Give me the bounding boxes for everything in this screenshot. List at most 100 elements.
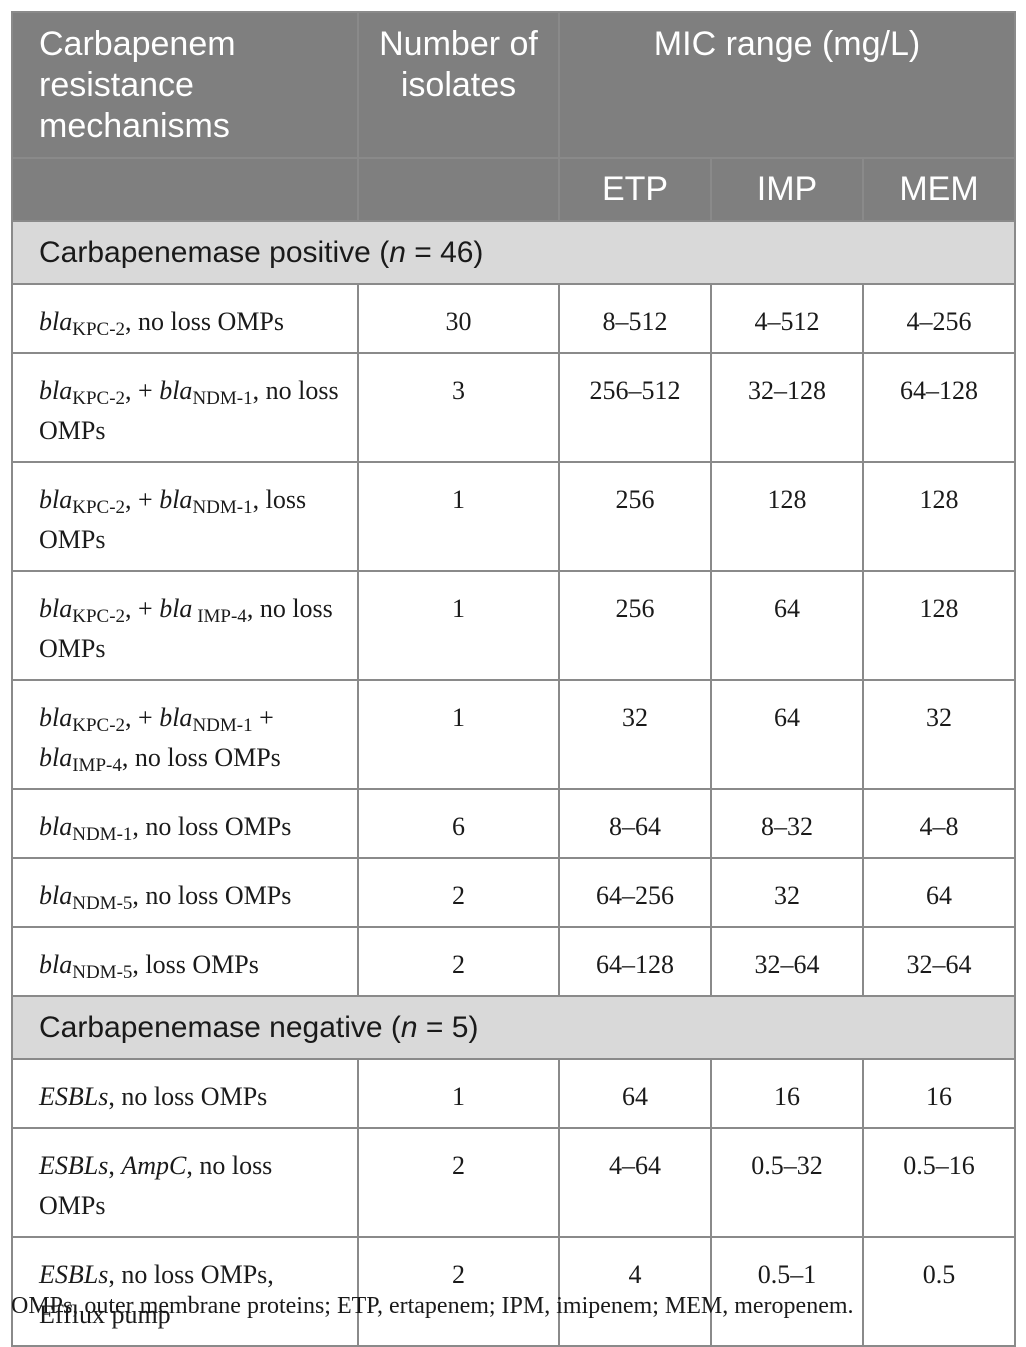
etp-value-cell: 4 — [558, 1236, 712, 1347]
gene-subscript: IMP-4 — [192, 606, 247, 627]
isolates-count-cell: 2 — [357, 1236, 560, 1347]
mechanism-text: , loss OMPs — [132, 950, 259, 979]
imp-value-cell: 128 — [710, 461, 864, 572]
gene-name: ESBLs — [39, 1082, 109, 1111]
mem-value-cell: 64 — [862, 857, 1016, 928]
mem-column-header: MEM — [862, 157, 1016, 222]
isolates-count-cell: 1 — [357, 1058, 560, 1129]
mechanism-text: , no loss OMPs — [39, 376, 339, 445]
mic-table: Carbapenem resistance mechanisms Number … — [11, 11, 1016, 1347]
mechanism-cell: ESBLs, AmpC, no loss OMPs — [11, 1127, 359, 1238]
mem-value-cell: 64–128 — [862, 352, 1016, 463]
gene-name: bla — [159, 376, 193, 405]
gene-subscript: KPC-2 — [72, 497, 126, 518]
mem-value-cell: 128 — [862, 570, 1016, 681]
imp-value-cell: 64 — [710, 679, 864, 790]
gene-name: bla — [39, 881, 73, 910]
gene-name: bla — [159, 594, 193, 623]
imp-value-cell: 16 — [710, 1058, 864, 1129]
mechanism-text: , no loss OMPs — [108, 1082, 268, 1111]
etp-value-cell: 4–64 — [558, 1127, 712, 1238]
mechanism-text: , no loss OMPs — [39, 1151, 273, 1220]
table-row: blaKPC-2, + blaNDM-1, no loss OMPs 3 256–5… — [11, 352, 1016, 463]
section-header-row: Carbapenemase positive (n = 46) — [11, 220, 1016, 285]
mic-range-column-header: MIC range (mg/L) — [558, 11, 1016, 159]
gene-subscript: KPC-2 — [72, 319, 126, 340]
mechanism-cell: blaKPC-2, + bla IMP-4, no loss OMPs — [11, 570, 359, 681]
mechanism-cell: blaKPC-2, + blaNDM-1, loss OMPs — [11, 461, 359, 572]
mechanism-text: , + — [125, 594, 160, 623]
table-row: blaKPC-2, no loss OMPs 30 8–512 4–512 4–256 — [11, 283, 1016, 354]
section-title: Carbapenemase negative (n = 5) — [11, 995, 1016, 1060]
mechanism-cell: blaKPC-2, + blaNDM-1, no loss OMPs — [11, 352, 359, 463]
mem-value-cell: 32 — [862, 679, 1016, 790]
empty-header-cell — [357, 157, 560, 222]
table-row: blaKPC-2, + bla IMP-4, no loss OMPs 1 256 6… — [11, 570, 1016, 681]
isolates-count-cell: 3 — [357, 352, 560, 463]
gene-name: bla — [39, 485, 73, 514]
mechanism-text: , no loss OMPs — [121, 743, 281, 772]
isolates-count-cell: 1 — [357, 570, 560, 681]
gene-name: bla — [39, 307, 73, 336]
mem-value-cell: 0.5–16 — [862, 1127, 1016, 1238]
isolates-count-cell: 1 — [357, 679, 560, 790]
table-row: blaKPC-2, + blaNDM-1 + blaIMP-4, no loss… — [11, 679, 1016, 790]
table-row: blaKPC-2, + blaNDM-1, loss OMPs 1 256 128 12… — [11, 461, 1016, 572]
mechanism-text: , loss OMPs — [39, 485, 307, 554]
mechanism-cell: blaKPC-2, + blaNDM-1 + blaIMP-4, no loss… — [11, 679, 359, 790]
table-row: ESBLs, AmpC, no loss OMPs 2 4–64 0.5–32 0.5–… — [11, 1127, 1016, 1238]
imp-value-cell: 0.5–32 — [710, 1127, 864, 1238]
etp-value-cell: 256 — [558, 461, 712, 572]
gene-name: bla — [39, 594, 73, 623]
mechanism-cell: ESBLs, no loss OMPs, Efflux pump — [11, 1236, 359, 1347]
imp-value-cell: 4–512 — [710, 283, 864, 354]
mem-value-cell: 4–256 — [862, 283, 1016, 354]
gene-name: bla — [39, 743, 73, 772]
section-title-suffix: = 46) — [405, 235, 484, 269]
gene-name: bla — [39, 703, 73, 732]
isolates-count-cell: 2 — [357, 926, 560, 997]
gene-subscript: NDM-1 — [192, 497, 253, 518]
subheader-row: ETP IMP MEM — [11, 157, 1016, 222]
gene-name: bla — [39, 376, 73, 405]
gene-name: ESBLs — [39, 1260, 109, 1289]
imp-value-cell: 32 — [710, 857, 864, 928]
gene-subscript: IMP-4 — [72, 755, 122, 776]
mem-value-cell: 32–64 — [862, 926, 1016, 997]
section-header-row: Carbapenemase negative (n = 5) — [11, 995, 1016, 1060]
section-title-variable: n — [400, 1010, 418, 1044]
etp-value-cell: 8–512 — [558, 283, 712, 354]
imp-value-cell: 8–32 — [710, 788, 864, 859]
gene-subscript: NDM-1 — [192, 388, 253, 409]
etp-value-cell: 64–256 — [558, 857, 712, 928]
isolates-column-header: Number of isolates — [357, 11, 560, 159]
table-row: blaNDM-5, no loss OMPs 2 64–256 32 64 — [11, 857, 1016, 928]
gene-subscript: NDM-5 — [72, 962, 133, 983]
header-row: Carbapenem resistance mechanisms Number … — [11, 11, 1016, 159]
section-title-prefix: Carbapenemase negative ( — [39, 1010, 401, 1044]
mem-value-cell: 16 — [862, 1058, 1016, 1129]
gene-name: bla — [39, 950, 73, 979]
etp-value-cell: 256 — [558, 570, 712, 681]
mechanism-text: , no loss OMPs, Efflux pump — [39, 1260, 274, 1329]
mem-value-cell: 128 — [862, 461, 1016, 572]
etp-value-cell: 64–128 — [558, 926, 712, 997]
mechanism-text: , + — [125, 376, 160, 405]
gene-name: bla — [159, 485, 193, 514]
empty-header-cell — [11, 157, 359, 222]
gene-name: bla — [39, 812, 73, 841]
isolates-count-cell: 2 — [357, 857, 560, 928]
etp-value-cell: 256–512 — [558, 352, 712, 463]
gene-name: AmpC — [121, 1151, 187, 1180]
table-row: ESBLs, no loss OMPs 1 64 16 16 — [11, 1058, 1016, 1129]
section-title-variable: n — [389, 235, 406, 269]
section-title-prefix: Carbapenemase positive ( — [39, 235, 390, 269]
mechanism-column-header: Carbapenem resistance mechanisms — [11, 11, 359, 159]
etp-value-cell: 64 — [558, 1058, 712, 1129]
isolates-count-cell: 1 — [357, 461, 560, 572]
section-title-suffix: = 5) — [417, 1010, 479, 1044]
gene-subscript: NDM-5 — [72, 893, 133, 914]
gene-subscript: KPC-2 — [72, 388, 126, 409]
imp-value-cell: 0.5–1 — [710, 1236, 864, 1347]
isolates-count-cell: 6 — [357, 788, 560, 859]
